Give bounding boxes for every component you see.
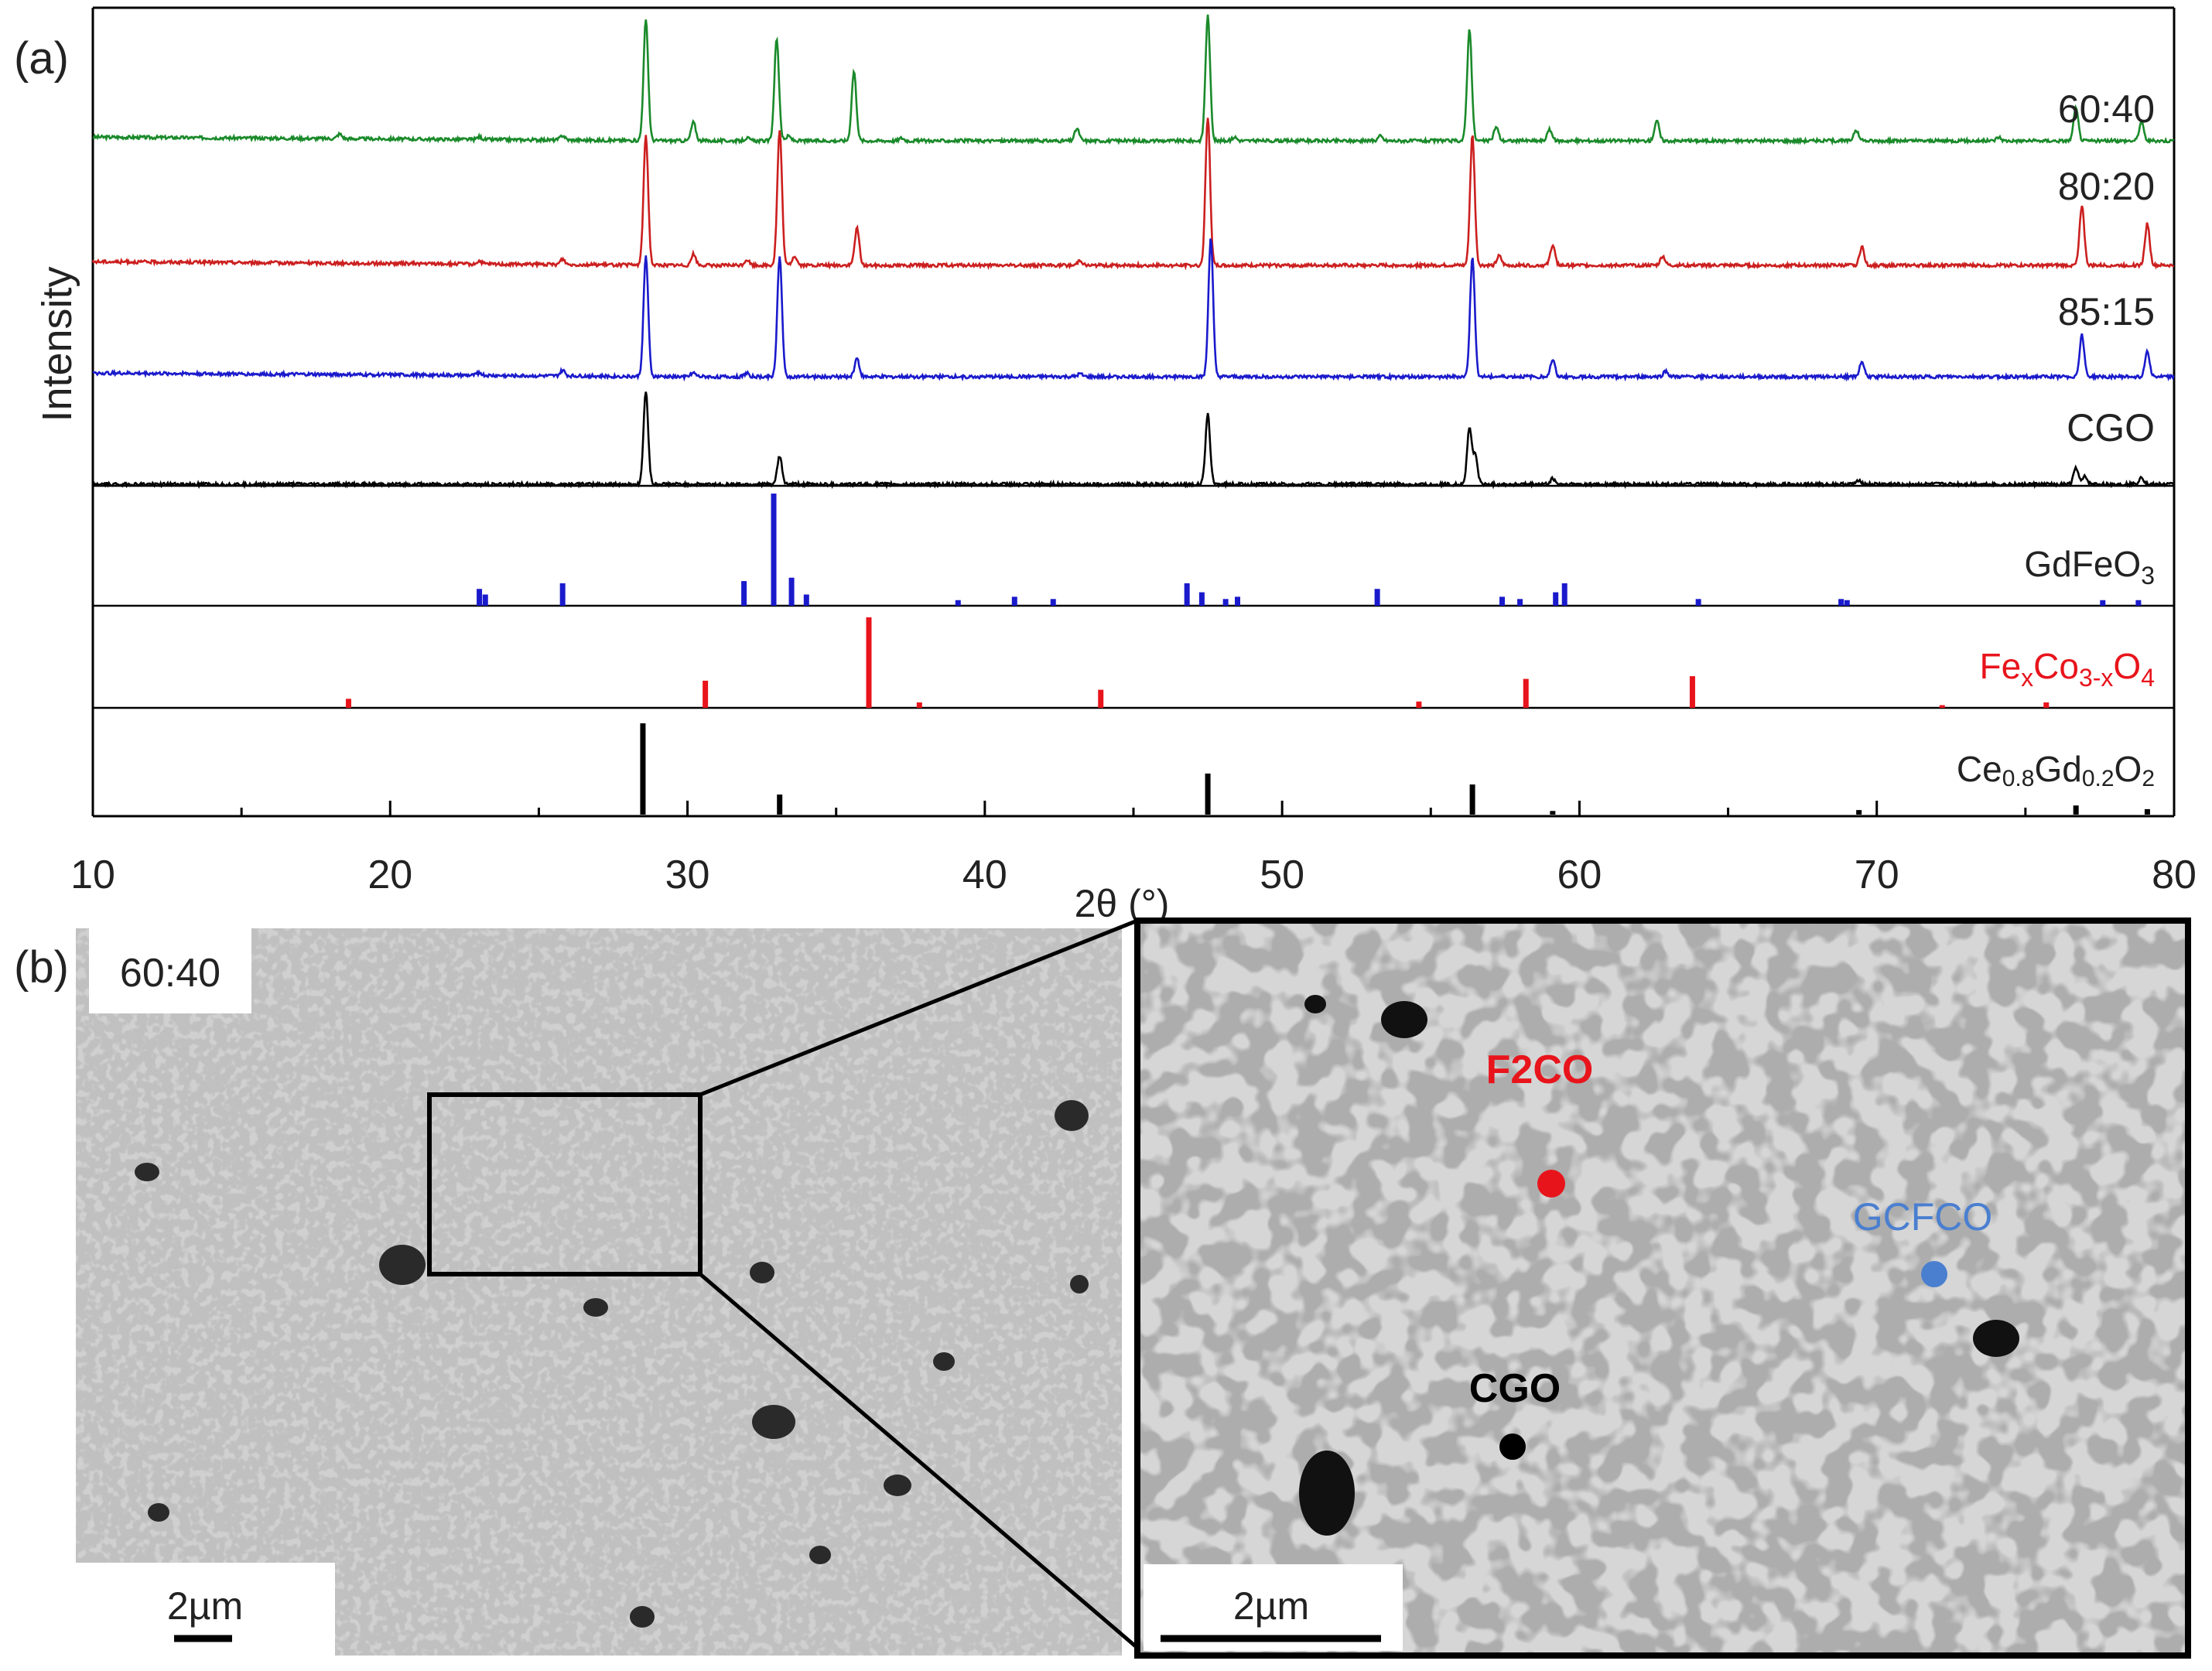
x-tick-label-60: 60 [1557, 853, 1602, 897]
x-tick-label-10: 10 [70, 853, 115, 897]
pores-high-mag [1299, 995, 2019, 1536]
x-tick-labels: 10 20 30 40 50 60 70 80 [70, 853, 2197, 897]
ref-stick-gdfeo3 [1561, 583, 1568, 606]
ref-stick-gdfeo3 [955, 600, 961, 606]
ref-stick-fexco3-xo4 [345, 699, 351, 708]
scale-bar-label-left: 2µm [167, 1584, 243, 1628]
ref-label-gdfeo3: GdFeO3 [2024, 544, 2155, 589]
ref-stick-gdfeo3 [1374, 589, 1380, 606]
ref-stick-ce0.8gd0.2o2 [1856, 810, 1862, 815]
panel-a-label: (a) [14, 33, 69, 84]
ref-stick-gdfeo3 [803, 594, 809, 606]
xrd-pattern-60-40 [92, 14, 2175, 146]
series-label-60-40: 60:40 [2058, 87, 2155, 131]
point-marker-gcfco [1921, 1261, 1947, 1287]
inset-label-box [89, 928, 251, 1013]
ref-label-ceo2: Ce0.8Gd0.2O2 [1957, 749, 2155, 791]
zoom-line-top [699, 918, 1138, 1097]
x-tick-label-40: 40 [962, 853, 1007, 897]
point-marker-f2co [1537, 1170, 1565, 1198]
ref-stick-gdfeo3 [1198, 592, 1205, 606]
ref-stick-gdfeo3 [1499, 596, 1506, 606]
sem-panel: (b) 60:40 2µm [14, 918, 2191, 1659]
ref-stick-gdfeo3 [482, 594, 488, 606]
zoom-line-bottom [699, 1273, 1139, 1649]
y-axis-label: Intensity [34, 266, 80, 422]
ref-stick-fexco3-xo4 [1689, 676, 1695, 708]
series-label-85-15: 85:15 [2058, 290, 2155, 333]
ref-label-fexco3-xo4: FexCo3-xO4 [1979, 646, 2155, 692]
ref-stick-fexco3-xo4 [703, 680, 709, 708]
x-tick-label-50: 50 [1260, 853, 1304, 897]
ref-stick-gdfeo3 [1553, 592, 1559, 606]
point-marker-cgo [1499, 1434, 1526, 1460]
series-label-cgo: CGO [2067, 406, 2155, 449]
ref-stick-gdfeo3 [477, 589, 483, 606]
ref-stick-gdfeo3 [1222, 599, 1229, 606]
ref-stick-ce0.8gd0.2o2 [1550, 811, 1556, 815]
x-tick-label-80: 80 [2152, 853, 2197, 897]
xrd-pattern-cgo [92, 391, 2175, 490]
ref-stick-gdfeo3 [788, 577, 795, 606]
pores [135, 1100, 1089, 1628]
ref-stick-ce0.8gd0.2o2 [2073, 805, 2079, 815]
ref-stick-gdfeo3 [1235, 596, 1240, 606]
ref-stick-gdfeo3 [1838, 599, 1844, 606]
ref-stick-gdfeo3 [1695, 599, 1701, 606]
point-label-f2co: F2CO [1486, 1047, 1594, 1092]
x-tick-label-30: 30 [665, 853, 710, 897]
x-tick-label-20: 20 [368, 853, 412, 897]
inset-label: 60:40 [120, 951, 221, 996]
x-tick-label-70: 70 [1855, 853, 1899, 897]
series-label-80-20: 80:20 [2058, 165, 2155, 208]
ref-stick-gdfeo3 [2100, 600, 2106, 606]
xrd-pattern-85-15 [92, 238, 2175, 382]
ref-stick-gdfeo3 [1184, 583, 1190, 606]
point-label-gcfco: GCFCO [1853, 1195, 1993, 1239]
ref-stick-fexco3-xo4 [1939, 705, 1945, 708]
sem-image-high-mag [1137, 921, 2188, 1656]
ref-stick-gdfeo3 [1517, 599, 1523, 606]
ref-stick-gdfeo3 [1050, 599, 1056, 606]
zoom-region-box [427, 1092, 703, 1276]
ref-stick-fexco3-xo4 [1416, 701, 1422, 708]
xrd-pattern-80-20 [91, 118, 2175, 271]
ref-stick-ce0.8gd0.2o2 [2144, 808, 2150, 815]
ref-stick-ce0.8gd0.2o2 [1469, 784, 1475, 815]
sem-image-low-mag [76, 928, 1122, 1656]
ref-stick-gdfeo3 [771, 494, 777, 606]
reference-sticks [345, 494, 2150, 815]
xrd-patterns [91, 14, 2175, 490]
ref-stick-ce0.8gd0.2o2 [640, 723, 646, 815]
x-ticks [91, 801, 2176, 816]
sem-image-high-mag-frame [1134, 918, 2191, 1659]
ref-stick-fexco3-xo4 [2043, 702, 2050, 708]
ref-stick-gdfeo3 [741, 581, 747, 606]
panel-b-label: (b) [14, 942, 69, 993]
point-label-cgo: CGO [1469, 1366, 1561, 1411]
ref-stick-gdfeo3 [2135, 600, 2142, 606]
ref-stick-gdfeo3 [559, 583, 566, 606]
ref-stick-fexco3-xo4 [916, 702, 922, 708]
ref-stick-gdfeo3 [1844, 600, 1850, 606]
ref-stick-fexco3-xo4 [1523, 678, 1529, 708]
ref-stick-fexco3-xo4 [1098, 689, 1104, 708]
ref-stick-gdfeo3 [1011, 596, 1017, 606]
ref-stick-ce0.8gd0.2o2 [1205, 773, 1211, 815]
ref-stick-fexco3-xo4 [866, 617, 872, 708]
xrd-chart: (a) Intensity 10 20 30 40 50 60 70 80 60:40 80:… [14, 6, 2197, 925]
ref-stick-ce0.8gd0.2o2 [777, 794, 783, 815]
scale-bar-label-right: 2µm [1233, 1584, 1309, 1628]
